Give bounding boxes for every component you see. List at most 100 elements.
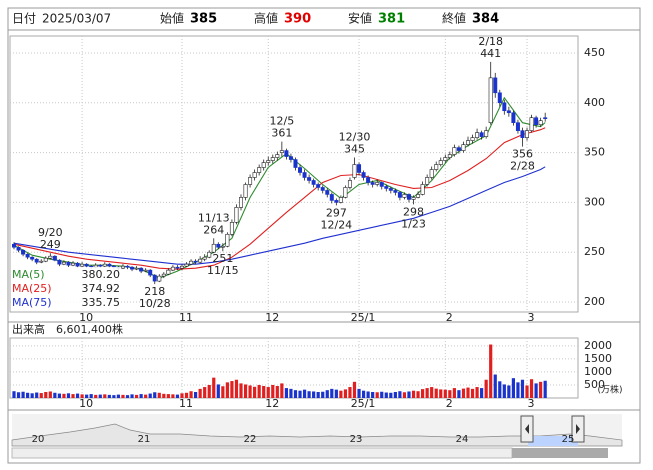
candle-body	[270, 157, 275, 161]
y-tick-label: 350	[584, 146, 605, 159]
date: 2025/03/07	[42, 12, 111, 26]
volume-bar	[516, 382, 520, 398]
volume-bar	[212, 377, 216, 398]
header: 日付 2025/03/07	[12, 12, 111, 26]
candle-body	[475, 132, 480, 138]
volume-bar	[194, 392, 198, 398]
candle-body	[338, 197, 343, 203]
candle-body	[434, 164, 439, 170]
navigator-window[interactable]	[528, 436, 578, 446]
candle-body	[139, 267, 144, 272]
candle-body	[243, 184, 248, 198]
volume-bar	[198, 388, 202, 398]
candle-body	[456, 147, 461, 151]
volume-bar	[262, 386, 266, 398]
volume-bar	[289, 388, 293, 398]
candle-body	[402, 194, 407, 198]
annotation-date: 2/28	[510, 160, 535, 173]
candle-body	[84, 263, 89, 267]
candle-body	[134, 267, 139, 270]
ma-line	[13, 166, 546, 265]
candle-body	[325, 190, 330, 195]
volume-bar	[257, 384, 261, 398]
volume-bar	[203, 387, 207, 398]
volume-bar	[26, 392, 30, 398]
candle-body	[198, 258, 203, 263]
volume-bar	[48, 391, 52, 398]
candle-body	[461, 144, 466, 151]
candle-body	[393, 190, 398, 193]
volume-bar	[225, 382, 229, 398]
volume-bar	[330, 388, 334, 398]
legend-name: MA(25)	[12, 282, 52, 295]
volume-bar	[207, 384, 211, 398]
annotation-date: 12/24	[320, 218, 352, 231]
candle-body	[484, 130, 489, 137]
volume-bar	[348, 387, 352, 398]
volume-bar	[293, 390, 298, 398]
y-tick-label: 500	[584, 378, 605, 391]
candle-body	[288, 156, 293, 160]
annotation-date: 12/5	[270, 115, 295, 128]
volume-bar	[180, 393, 184, 398]
x-tick-label: 12	[265, 311, 279, 324]
volume-bar	[80, 394, 84, 398]
volume-bar	[39, 393, 43, 398]
volume-bar	[253, 386, 257, 398]
y-tick-label: 250	[584, 245, 605, 258]
x-tick-label: 11	[179, 311, 193, 324]
candle-body	[102, 263, 107, 267]
volume-bar	[398, 391, 402, 398]
volume-bar	[470, 388, 475, 398]
candle-body	[25, 253, 30, 258]
volume-bar	[357, 388, 361, 398]
navigator-year: 22	[244, 434, 257, 445]
candle-body	[12, 243, 17, 248]
x-tick-label: 2	[446, 397, 453, 410]
x-tick-label: 10	[79, 311, 93, 324]
candle-body	[366, 177, 371, 183]
x-tick-label: 2	[446, 311, 453, 324]
candle-body	[447, 154, 452, 158]
volume-bar	[434, 388, 438, 398]
candle-body	[257, 167, 262, 173]
volume-bar	[166, 394, 170, 398]
field-label: 安値	[348, 11, 372, 26]
candle-body	[465, 140, 470, 145]
candle-body	[39, 260, 44, 263]
scrollbar-thumb[interactable]	[512, 448, 608, 458]
candle-body	[248, 177, 253, 185]
volume-bar	[266, 387, 270, 398]
volume-bar	[248, 385, 252, 398]
candle-body	[16, 246, 21, 251]
legend-name: MA(75)	[12, 296, 52, 309]
candle-body	[279, 150, 284, 153]
candle-body	[275, 154, 280, 158]
candle-body	[207, 251, 212, 258]
candle-body	[320, 187, 325, 191]
x-tick-label: 3	[528, 397, 535, 410]
volume-bar	[216, 384, 220, 398]
annotation-date: 12/30	[339, 131, 371, 144]
volume-bar	[271, 384, 275, 398]
candle-body	[411, 197, 416, 200]
candle-body	[143, 269, 148, 272]
volume-bar	[343, 389, 348, 398]
volume-bar	[452, 388, 456, 398]
candle-body	[329, 194, 334, 201]
field-value: 385	[190, 12, 217, 27]
volume-bar	[116, 394, 121, 398]
field-label: 高値	[254, 11, 278, 26]
candle-body	[48, 255, 53, 259]
scrollbar-track[interactable]	[11, 447, 513, 459]
candle-body	[352, 164, 357, 178]
volume-bar	[448, 390, 452, 398]
candle-body	[452, 147, 457, 155]
candle-body	[529, 117, 534, 131]
legend-name: MA(5)	[12, 268, 45, 281]
volume-bar	[493, 374, 497, 398]
candle-body	[488, 77, 493, 123]
candle-body	[284, 150, 289, 157]
volume-bar	[316, 392, 320, 398]
volume-bar	[421, 389, 425, 398]
